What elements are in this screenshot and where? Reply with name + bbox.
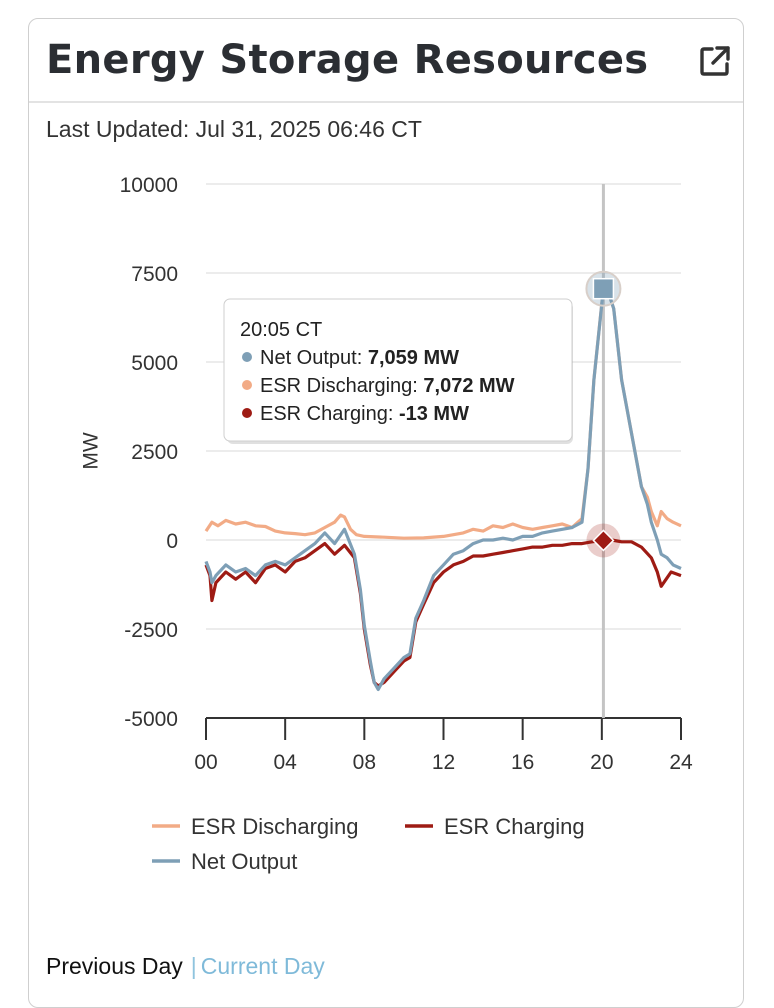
x-tick-label: 08 <box>353 751 376 774</box>
x-tick-label: 00 <box>194 751 217 774</box>
tooltip-time: 20:05 CT <box>240 319 322 341</box>
x-tick-label: 16 <box>511 751 534 774</box>
tooltip-dot <box>242 352 252 362</box>
y-tick-label: 7500 <box>131 263 178 286</box>
tooltip-box <box>223 298 573 442</box>
tooltip-row: Net Output: 7,059 MW <box>260 347 459 369</box>
tooltip-row-value: 7,059 MW <box>368 347 459 369</box>
energy-storage-card: Energy Storage Resources <box>28 18 744 1008</box>
tooltip-row-label: ESR Charging: <box>260 403 399 425</box>
x-tick-label: 12 <box>432 751 455 774</box>
last-updated-value: Jul 31, 2025 06:46 CT <box>195 116 422 142</box>
y-tick-label: 5000 <box>131 352 178 375</box>
y-tick-label: 0 <box>166 530 178 553</box>
y-axis-title: MW <box>80 432 103 469</box>
tooltip-dot <box>242 408 252 418</box>
tooltip-row-label: Net Output: <box>260 347 368 369</box>
net-output-line <box>204 287 682 692</box>
tooltip-dot <box>242 380 252 390</box>
energy-storage-chart: 10000 7500 5000 2500 0 -2500 -5000 MW 00 04 08 12 16… <box>80 174 693 874</box>
external-link-icon[interactable] <box>697 43 733 79</box>
tooltip-row: ESR Discharging: 7,072 MW <box>260 375 515 397</box>
card-title: Energy Storage Resources <box>46 37 649 83</box>
y-tick-label: -5000 <box>124 708 178 731</box>
x-tick-label: 04 <box>273 751 297 774</box>
tooltip-row-value: -13 MW <box>399 403 469 425</box>
esr-charging-marker <box>592 529 615 552</box>
nav-separator: | <box>190 953 197 979</box>
legend-item-esr-discharging[interactable]: ESR Discharging <box>191 814 359 839</box>
tooltip-row-label: ESR Discharging: <box>260 375 423 397</box>
y-tick-label: 2500 <box>131 441 178 464</box>
tooltip-row: ESR Charging: -13 MW <box>260 403 469 425</box>
last-updated: Last Updated: Jul 31, 2025 06:46 CT <box>46 116 422 143</box>
legend-item-esr-charging[interactable]: ESR Charging <box>444 814 585 839</box>
tooltip-row-value: 7,072 MW <box>423 375 514 397</box>
y-tick-label: 10000 <box>120 174 178 197</box>
current-day-link[interactable]: Current Day <box>200 953 325 979</box>
y-tick-label: -2500 <box>124 619 178 642</box>
last-updated-label: Last Updated: <box>46 116 190 142</box>
net-output-marker <box>592 277 615 300</box>
x-tick-label: 24 <box>669 751 693 774</box>
day-navigation: Previous Day | Current Day <box>46 953 325 980</box>
card-header: Energy Storage Resources <box>29 19 743 103</box>
legend-item-net-output[interactable]: Net Output <box>191 849 297 874</box>
x-tick-label: 20 <box>590 751 613 774</box>
previous-day-link[interactable]: Previous Day <box>46 953 183 979</box>
